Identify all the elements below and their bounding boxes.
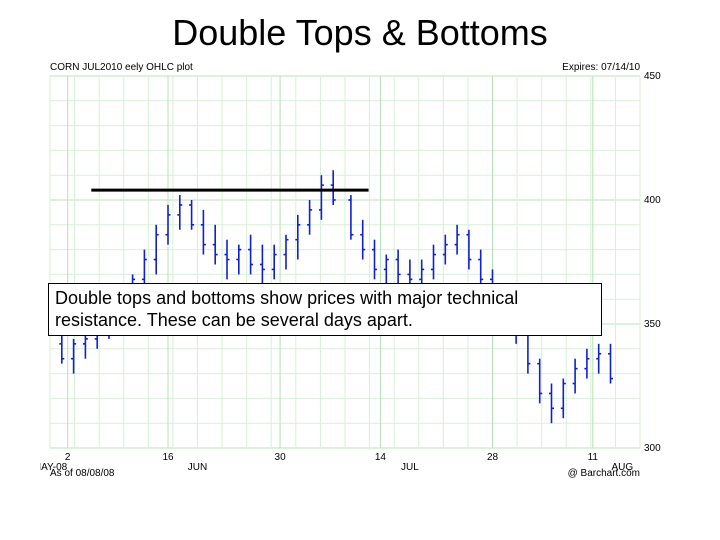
- svg-text:450: 450: [644, 71, 661, 82]
- svg-text:2: 2: [65, 452, 71, 463]
- svg-text:350: 350: [644, 319, 661, 330]
- svg-text:16: 16: [162, 452, 174, 463]
- svg-text:JUN: JUN: [188, 462, 207, 473]
- svg-text:30: 30: [275, 452, 287, 463]
- svg-text:CORN JUL2010 eely OHLC plot: CORN JUL2010 eely OHLC plot: [50, 62, 193, 73]
- page-title: Double Tops & Bottoms: [0, 0, 720, 58]
- svg-text:14: 14: [375, 452, 387, 463]
- svg-text:JUL: JUL: [401, 462, 419, 473]
- svg-text:11: 11: [588, 452, 599, 463]
- svg-text:@ Barchart.com: @ Barchart.com: [568, 468, 640, 478]
- svg-text:As of 08/08/08: As of 08/08/08: [50, 468, 115, 478]
- caption-text: Double tops and bottoms show prices with…: [55, 288, 518, 330]
- svg-text:300: 300: [644, 443, 661, 454]
- svg-text:28: 28: [487, 452, 499, 463]
- caption-box: Double tops and bottoms show prices with…: [48, 283, 602, 336]
- price-chart: 300350400450MAY-08216JUN3014JUL2811AUGCO…: [40, 58, 680, 478]
- svg-text:400: 400: [644, 195, 661, 206]
- svg-text:Expires: 07/14/10: Expires: 07/14/10: [562, 62, 640, 73]
